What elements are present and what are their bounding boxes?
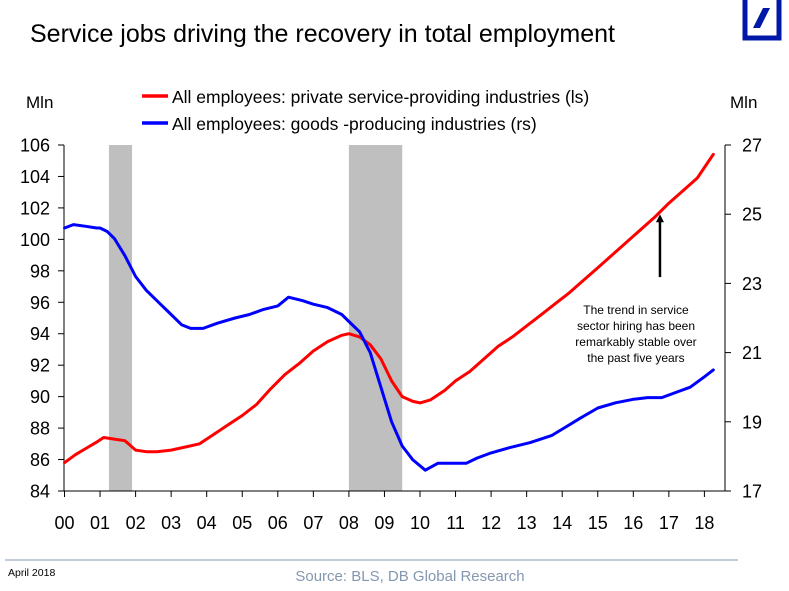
- left-tick-label: 102: [20, 198, 50, 218]
- left-tick-label: 86: [30, 450, 50, 470]
- left-tick-label: 104: [20, 167, 50, 187]
- x-tick-label: 02: [126, 513, 146, 533]
- left-tick-label: 92: [30, 356, 50, 376]
- x-tick-label: 16: [623, 513, 643, 533]
- recession-bands: [108, 145, 403, 491]
- deutsche-bank-logo: [742, 0, 782, 41]
- x-tick-label: 08: [339, 513, 359, 533]
- x-tick-label: 01: [90, 513, 110, 533]
- left-tick-label: 90: [30, 387, 50, 407]
- x-tick-label: 04: [197, 513, 217, 533]
- right-axis-unit-label: Mln: [730, 93, 757, 112]
- left-tick-label: 96: [30, 293, 50, 313]
- right-tick-label: 17: [742, 482, 762, 502]
- x-tick-label: 11: [446, 513, 465, 533]
- left-axis-ticks: 106 104 102 100 98 96 94 92 90 88 86 84: [20, 136, 64, 502]
- x-tick-label: 09: [374, 513, 394, 533]
- arrow-up-icon: [655, 214, 664, 223]
- x-tick-label: 00: [54, 513, 74, 533]
- legend-label-services: All employees: private service-providing…: [172, 87, 589, 107]
- legend: All employees: private service-providing…: [142, 87, 589, 134]
- annotation-line-4: the past five years: [587, 351, 684, 365]
- annotation: The trend in service sector hiring has b…: [575, 214, 697, 365]
- recession-band-1: [108, 145, 133, 491]
- right-axis-ticks: 27 25 23 21 19 17: [725, 136, 762, 502]
- x-tick-label: 18: [694, 513, 714, 533]
- right-tick-label: 27: [742, 136, 762, 156]
- left-tick-label: 84: [30, 482, 50, 502]
- x-tick-label: 12: [481, 513, 501, 533]
- right-tick-label: 23: [742, 274, 762, 294]
- x-tick-label: 13: [517, 513, 537, 533]
- annotation-line-2: sector hiring has been: [577, 319, 695, 333]
- left-tick-label: 98: [30, 261, 50, 281]
- axes: [58, 145, 731, 492]
- left-tick-label: 88: [30, 419, 50, 439]
- x-tick-label: 03: [161, 513, 181, 533]
- x-tick-label: 05: [232, 513, 252, 533]
- annotation-line-1: The trend in service: [583, 303, 689, 317]
- footer-source: Source: BLS, DB Global Research: [295, 568, 524, 585]
- right-tick-label: 21: [742, 343, 762, 363]
- chart-title: Service jobs driving the recovery in tot…: [30, 20, 615, 48]
- recession-band-2: [348, 145, 403, 491]
- footer-date: April 2018: [8, 567, 55, 579]
- right-tick-label: 19: [742, 412, 762, 432]
- annotation-line-3: remarkably stable over: [575, 335, 696, 349]
- x-tick-label: 15: [588, 513, 608, 533]
- x-tick-label: 14: [552, 513, 572, 533]
- left-tick-label: 106: [20, 136, 50, 156]
- left-tick-label: 94: [30, 324, 50, 344]
- x-tick-label: 17: [659, 513, 679, 533]
- x-tick-label: 10: [410, 513, 430, 533]
- x-tick-label: 06: [268, 513, 288, 533]
- left-axis-unit-label: Mln: [26, 93, 53, 112]
- x-axis-ticks: 00 01 02 03 04 05 06 07 08 09 10 11 12 13 14 15 16 17 18: [54, 491, 714, 533]
- right-tick-label: 25: [742, 205, 762, 225]
- series-line-goods: [63, 223, 715, 472]
- series-layer: [63, 152, 715, 472]
- series-line-services: [63, 152, 715, 465]
- left-tick-label: 100: [20, 230, 50, 250]
- legend-label-goods: All employees: goods -producing industri…: [172, 114, 537, 134]
- x-tick-label: 07: [303, 513, 323, 533]
